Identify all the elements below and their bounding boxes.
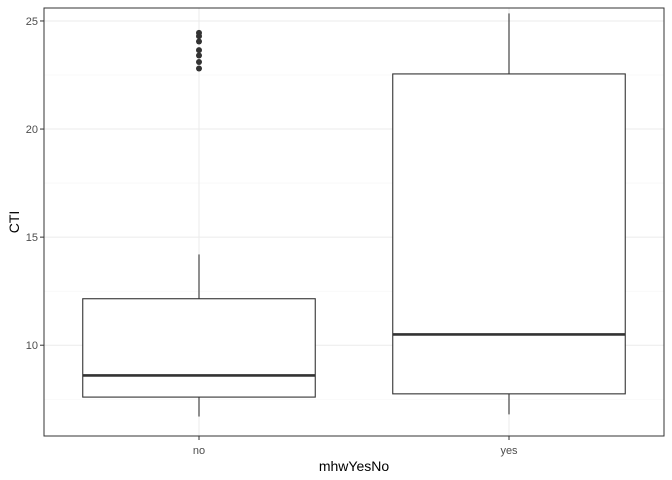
y-axis-title: CTI <box>6 211 22 234</box>
outlier-point <box>196 65 202 72</box>
outlier-point <box>196 52 202 59</box>
outlier-point <box>196 29 202 36</box>
box-body <box>392 73 626 395</box>
y-tick-label: 20 <box>26 124 38 136</box>
outlier-point <box>196 38 202 45</box>
x-tick-label: no <box>193 445 205 457</box>
x-axis: no yes <box>193 436 518 457</box>
x-tick-label: yes <box>500 445 518 457</box>
box-no <box>82 29 316 417</box>
x-axis-title: mhwYesNo <box>319 458 390 474</box>
outlier-point <box>196 47 202 54</box>
y-tick-label: 15 <box>26 232 38 244</box>
y-tick-label: 25 <box>26 16 38 28</box>
outlier-point <box>196 59 202 66</box>
box-series <box>82 13 626 417</box>
box-body <box>82 298 316 398</box>
y-tick-label: 10 <box>26 340 38 352</box>
y-axis: 10 15 20 25 <box>26 16 44 352</box>
box-yes <box>392 13 626 415</box>
panel-border <box>43 7 665 437</box>
